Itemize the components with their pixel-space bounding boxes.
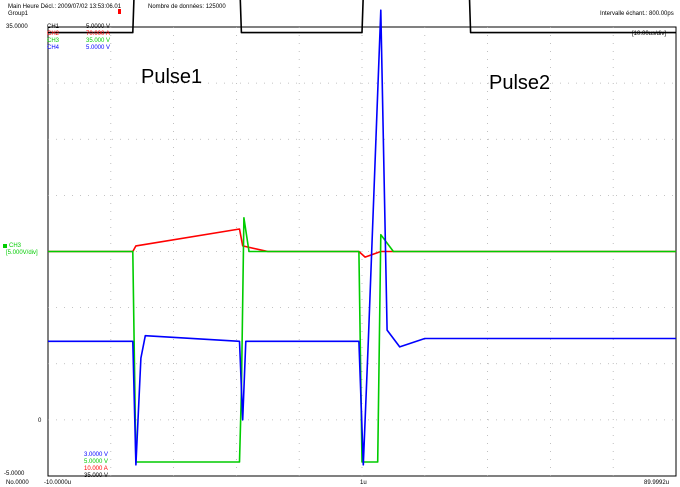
ch1-name: CH1 bbox=[47, 24, 60, 30]
ch3-level-marker bbox=[3, 244, 7, 248]
time-end-label: 89.9992u bbox=[644, 480, 670, 486]
trace-ch3 bbox=[48, 217, 676, 463]
ch3-name: CH3 bbox=[47, 38, 60, 44]
y-bottom-label: -5.0000 bbox=[4, 471, 25, 477]
markers bbox=[3, 9, 121, 248]
pulse2-label: Pulse2 bbox=[489, 72, 550, 94]
offset-ch1: 35.000 V bbox=[84, 473, 109, 479]
header-group: Group1 bbox=[8, 11, 29, 17]
header-trigger-time: Main Heure Décl.: 2009/07/02 13:53:06.01 bbox=[8, 4, 122, 10]
offset-ch2: 10.000 A bbox=[84, 466, 108, 472]
traces bbox=[48, 0, 676, 466]
timebase-label: [10.00us/div] bbox=[632, 31, 667, 37]
pulse1-label: Pulse1 bbox=[141, 66, 202, 88]
trace-ch4 bbox=[48, 9, 676, 466]
ch3-scale: 35.000 V bbox=[86, 38, 111, 44]
header-data-count: Nombre de données: 125000 bbox=[148, 4, 226, 10]
ch4-name: CH4 bbox=[47, 45, 60, 51]
time-mid-label: 1u bbox=[360, 480, 367, 486]
ch2-name: CH2 bbox=[47, 31, 60, 37]
active-channel-scale: [5.000V/div] bbox=[6, 250, 38, 256]
zero-label: 0 bbox=[38, 418, 42, 424]
trace-ch1 bbox=[48, 0, 676, 34]
active-channel-name: CH3 bbox=[9, 243, 22, 249]
offset-ch3: 5.0000 V bbox=[84, 459, 109, 465]
header-sample-interval: Intervalle échant.: 800.00ps bbox=[600, 11, 674, 17]
record-number: No.0000 bbox=[6, 480, 29, 486]
trigger-marker bbox=[118, 9, 121, 14]
ch2-scale: 70.000 A bbox=[86, 31, 110, 37]
trace-ch2 bbox=[48, 228, 676, 258]
ch1-scale: 5.0000 V bbox=[86, 24, 111, 30]
y-top-label: 35.0000 bbox=[6, 24, 28, 30]
offset-ch4: 3.0000 V bbox=[84, 452, 109, 458]
ch4-scale: 5.0000 V bbox=[86, 45, 111, 51]
time-start-label: -10.0000u bbox=[44, 480, 72, 486]
